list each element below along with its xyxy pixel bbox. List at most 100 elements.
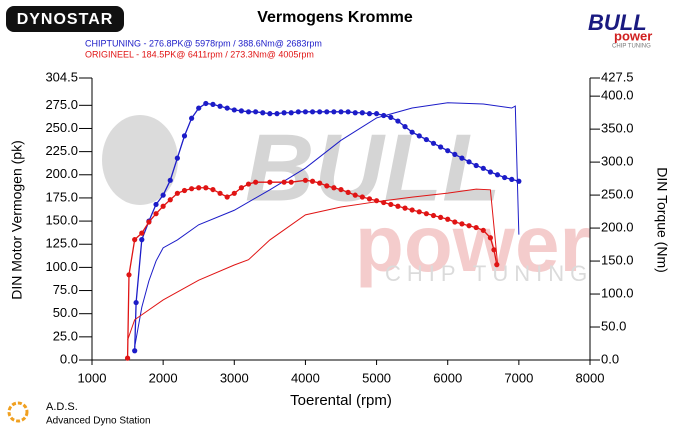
data-point bbox=[480, 227, 486, 233]
data-point bbox=[466, 159, 472, 165]
data-point bbox=[324, 183, 330, 189]
y-tick-label: 200.0 bbox=[45, 166, 78, 181]
data-point bbox=[196, 105, 202, 111]
data-point bbox=[395, 118, 401, 124]
data-point bbox=[430, 212, 437, 219]
data-point bbox=[245, 109, 252, 115]
y2-tick-label: 100.0 bbox=[601, 285, 634, 300]
data-point bbox=[126, 272, 132, 278]
data-point bbox=[153, 201, 159, 208]
data-point bbox=[238, 185, 244, 191]
data-point bbox=[267, 111, 273, 117]
data-point bbox=[473, 224, 479, 231]
y-tick-label: 100.0 bbox=[45, 259, 78, 274]
y-tick-label: 25.0 bbox=[53, 328, 78, 343]
x-tick-label: 8000 bbox=[576, 370, 605, 385]
data-point bbox=[402, 205, 408, 211]
data-point bbox=[502, 174, 508, 181]
data-point bbox=[132, 348, 138, 354]
data-point bbox=[416, 209, 422, 215]
data-point bbox=[494, 172, 501, 178]
data-point bbox=[409, 129, 415, 135]
data-point bbox=[466, 223, 472, 229]
y-tick-label: 50.0 bbox=[53, 305, 78, 320]
x-tick-label: 4000 bbox=[291, 370, 320, 385]
data-point bbox=[352, 192, 358, 198]
data-point bbox=[288, 179, 294, 185]
data-point bbox=[139, 237, 145, 243]
data-point bbox=[317, 180, 323, 186]
data-point bbox=[167, 197, 173, 203]
data-point bbox=[203, 100, 209, 107]
data-point bbox=[167, 177, 173, 183]
data-point bbox=[345, 109, 351, 115]
torque-line bbox=[127, 188, 499, 341]
data-point bbox=[260, 110, 266, 116]
data-point bbox=[146, 219, 152, 225]
data-point bbox=[331, 109, 337, 115]
data-point bbox=[253, 109, 259, 115]
data-point bbox=[409, 207, 415, 213]
y2-tick-label: 250.0 bbox=[601, 187, 634, 202]
x-axis-label: Toerental (rpm) bbox=[290, 392, 392, 409]
data-point bbox=[309, 178, 316, 184]
data-point bbox=[189, 186, 195, 192]
y-tick-label: 75.0 bbox=[53, 282, 78, 297]
data-point bbox=[253, 179, 259, 185]
data-point bbox=[267, 179, 273, 185]
data-point bbox=[317, 109, 323, 115]
data-point bbox=[459, 221, 465, 227]
data-point bbox=[395, 203, 401, 209]
legend-entry: ORIGINEEL - 184.5PK@ 6411rpm / 273.3Nm@ … bbox=[85, 49, 314, 59]
data-point bbox=[487, 169, 493, 175]
data-point bbox=[423, 211, 429, 217]
y2-tick-label: 50.0 bbox=[601, 318, 626, 333]
data-point bbox=[402, 124, 408, 130]
y-tick-label: 125.0 bbox=[45, 236, 78, 251]
x-tick-label: 2000 bbox=[149, 370, 178, 385]
data-point bbox=[302, 177, 309, 183]
data-point bbox=[224, 194, 230, 200]
x-tick-label: 6000 bbox=[433, 370, 462, 385]
data-point bbox=[309, 109, 316, 115]
data-point bbox=[231, 190, 237, 196]
data-point bbox=[452, 151, 458, 158]
data-point bbox=[132, 237, 138, 243]
y2-axis-label: DIN Torque (Nm) bbox=[654, 167, 670, 273]
y-tick-label: 304.5 bbox=[45, 69, 78, 84]
data-point bbox=[217, 103, 223, 109]
y2-tick-label: 400.0 bbox=[601, 88, 634, 103]
data-point bbox=[438, 214, 444, 220]
data-point bbox=[210, 101, 216, 107]
watermark-tag: CHIP TUNING bbox=[385, 261, 593, 286]
data-point bbox=[224, 105, 230, 111]
x-tick-label: 3000 bbox=[220, 370, 249, 385]
data-point bbox=[210, 186, 216, 193]
data-point bbox=[345, 189, 351, 195]
footer-icon bbox=[7, 401, 29, 423]
chart-title: Vermogens Kromme bbox=[257, 9, 413, 26]
data-point bbox=[373, 198, 380, 204]
data-point bbox=[331, 185, 337, 191]
logo-left: DYNOSTAR bbox=[17, 11, 114, 28]
y-tick-label: 225.0 bbox=[45, 143, 78, 158]
footer-title: A.D.S. bbox=[46, 401, 78, 413]
logo-right-sub: power bbox=[614, 28, 652, 43]
watermark-bull bbox=[102, 115, 178, 205]
legend-entry: CHIPTUNING - 276.8PK@ 5978rpm / 388.6Nm@… bbox=[85, 38, 322, 48]
y-tick-label: 275.0 bbox=[45, 97, 78, 112]
y2-tick-label: 150.0 bbox=[601, 252, 634, 267]
data-point bbox=[274, 111, 280, 117]
data-point bbox=[423, 136, 429, 143]
data-point bbox=[445, 216, 451, 222]
data-point bbox=[352, 110, 358, 116]
x-tick-label: 1000 bbox=[78, 370, 107, 385]
data-point bbox=[366, 111, 373, 117]
y-axis-label: DIN Motor Vermogen (pk) bbox=[9, 140, 25, 300]
y2-tick-label: 300.0 bbox=[601, 154, 634, 169]
data-point bbox=[217, 190, 223, 196]
data-point bbox=[459, 155, 465, 161]
data-point bbox=[139, 230, 145, 236]
data-point bbox=[288, 110, 294, 116]
